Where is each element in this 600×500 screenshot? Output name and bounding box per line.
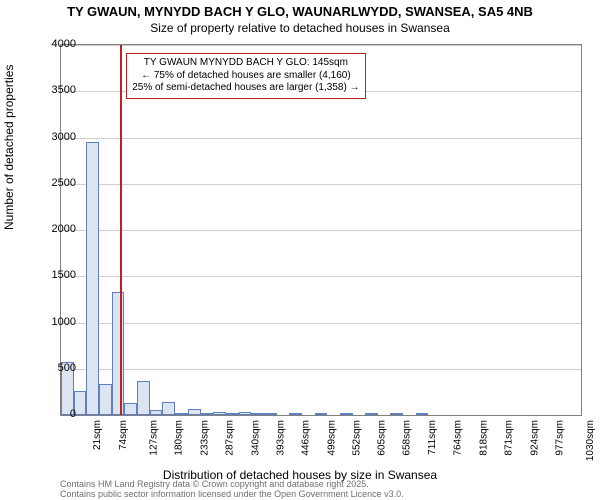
histogram-bar (239, 412, 252, 415)
histogram-bar (289, 413, 302, 415)
x-tick-label: 233sqm (199, 420, 210, 456)
histogram-bar (188, 409, 201, 415)
y-tick-label: 0 (36, 408, 76, 420)
gridline (61, 45, 581, 46)
histogram-bar (213, 412, 226, 415)
gridline (61, 138, 581, 139)
x-tick-label: 871sqm (504, 420, 515, 456)
plot-area: TY GWAUN MYNYDD BACH Y GLO: 145sqm← 75% … (60, 44, 582, 416)
chart-title-2: Size of property relative to detached ho… (0, 21, 600, 37)
histogram-bar (99, 384, 112, 415)
y-tick-label: 1000 (36, 316, 76, 328)
footer-line-2: Contains public sector information licen… (60, 490, 404, 500)
footer-attribution: Contains HM Land Registry data © Crown c… (60, 480, 404, 500)
x-tick-label: 605sqm (377, 420, 388, 456)
annotation-line: TY GWAUN MYNYDD BACH Y GLO: 145sqm (132, 57, 359, 70)
x-tick-label: 711sqm (427, 420, 438, 455)
y-tick-label: 3000 (36, 131, 76, 143)
histogram-bar (416, 413, 429, 415)
x-tick-label: 127sqm (149, 420, 160, 456)
x-tick-label: 446sqm (301, 420, 312, 456)
histogram-bar (112, 292, 125, 415)
chart-title-1: TY GWAUN, MYNYDD BACH Y GLO, WAUNARLWYDD… (0, 0, 600, 21)
y-axis-label: Number of detached properties (2, 65, 16, 230)
marker-line (120, 45, 122, 415)
histogram-bar (315, 413, 328, 415)
histogram-bar (264, 413, 277, 415)
gridline (61, 276, 581, 277)
x-tick-label: 924sqm (529, 420, 540, 456)
histogram-bar (390, 413, 403, 415)
x-tick-label: 393sqm (276, 420, 287, 456)
histogram-bar (124, 403, 137, 415)
histogram-bar (175, 413, 188, 415)
x-tick-label: 499sqm (326, 420, 337, 456)
gridline (61, 184, 581, 185)
annotation-line: ← 75% of detached houses are smaller (4,… (132, 70, 359, 83)
histogram-bar (137, 381, 150, 415)
x-tick-label: 1030sqm (585, 420, 596, 461)
histogram-bar (201, 413, 214, 415)
x-tick-label: 977sqm (554, 420, 565, 456)
x-tick-label: 21sqm (92, 420, 103, 450)
y-tick-label: 3500 (36, 84, 76, 96)
y-tick-label: 2000 (36, 223, 76, 235)
gridline (61, 230, 581, 231)
histogram-bar (251, 413, 264, 415)
histogram-bar (340, 413, 353, 415)
y-tick-label: 500 (36, 362, 76, 374)
x-tick-label: 340sqm (250, 420, 261, 456)
x-tick-label: 818sqm (478, 420, 489, 456)
histogram-bar (226, 413, 239, 415)
x-tick-label: 74sqm (118, 420, 129, 450)
x-tick-label: 764sqm (453, 420, 464, 456)
gridline (61, 323, 581, 324)
x-tick-label: 180sqm (174, 420, 185, 456)
x-tick-label: 287sqm (225, 420, 236, 456)
x-tick-label: 552sqm (351, 420, 362, 456)
y-tick-label: 1500 (36, 269, 76, 281)
x-tick-label: 658sqm (402, 420, 413, 456)
histogram-bar (162, 402, 175, 415)
gridline (61, 369, 581, 370)
histogram-bar (365, 413, 378, 415)
annotation-box: TY GWAUN MYNYDD BACH Y GLO: 145sqm← 75% … (126, 53, 365, 99)
annotation-line: 25% of semi-detached houses are larger (… (132, 82, 359, 95)
histogram-bar (150, 410, 163, 415)
chart-container: TY GWAUN, MYNYDD BACH Y GLO, WAUNARLWYDD… (0, 0, 600, 500)
y-tick-label: 2500 (36, 177, 76, 189)
histogram-bar (86, 142, 99, 415)
y-tick-label: 4000 (36, 38, 76, 50)
